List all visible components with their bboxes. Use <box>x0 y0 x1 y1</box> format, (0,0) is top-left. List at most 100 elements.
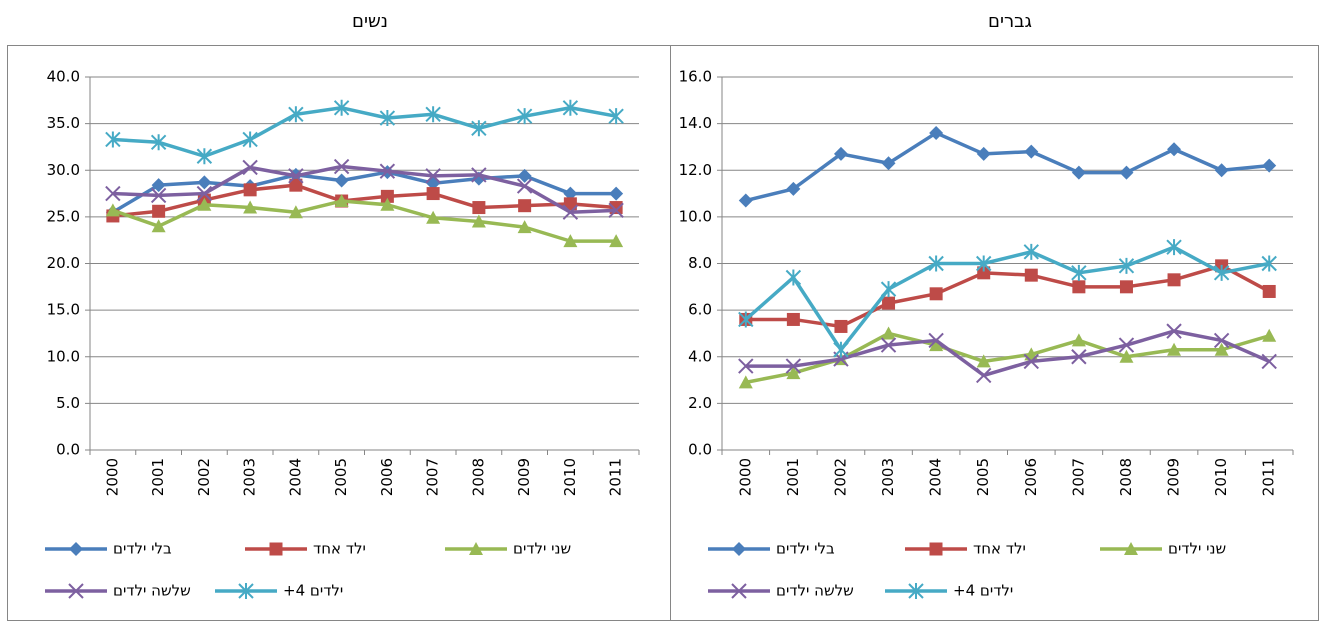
x-tick-label: 2000 <box>103 458 121 496</box>
marker <box>379 110 396 127</box>
marker <box>196 148 213 165</box>
marker <box>1261 353 1277 370</box>
series-line <box>112 183 617 218</box>
y-tick-label: 10.0 <box>47 347 80 365</box>
x-tick-label: 2009 <box>515 458 533 496</box>
x-tick-label: 2004 <box>927 458 945 496</box>
marker <box>334 194 349 208</box>
marker <box>288 205 303 219</box>
marker <box>929 338 944 352</box>
series-line <box>745 331 1270 385</box>
marker <box>289 178 303 192</box>
marker <box>833 341 849 358</box>
marker <box>1262 158 1277 173</box>
marker <box>517 220 532 234</box>
marker <box>197 175 212 190</box>
marker <box>1167 342 1182 356</box>
marker <box>516 108 533 125</box>
x-tick-label: 2007 <box>424 458 442 496</box>
legend-marker <box>68 583 84 599</box>
marker <box>334 173 349 188</box>
legend-marker <box>469 542 483 555</box>
marker <box>928 255 944 272</box>
marker <box>976 146 991 161</box>
marker <box>881 156 896 171</box>
series-line <box>112 199 617 243</box>
marker <box>1024 268 1038 282</box>
x-tick-label: 2001 <box>784 458 802 496</box>
marker <box>738 358 754 374</box>
x-tick-label: 2005 <box>332 458 350 496</box>
y-tick-label: 8.0 <box>688 254 712 272</box>
marker <box>882 296 896 310</box>
x-tick-label: 2010 <box>1212 458 1230 496</box>
marker <box>609 234 624 248</box>
marker <box>1262 284 1276 298</box>
marker <box>1213 332 1230 349</box>
x-tick-label: 2007 <box>1069 458 1087 496</box>
marker <box>929 287 943 301</box>
marker <box>1119 349 1134 363</box>
marker <box>976 367 992 384</box>
y-tick-label: 0.0 <box>688 441 712 459</box>
marker <box>608 108 624 125</box>
marker <box>243 200 258 214</box>
x-tick-label: 2003 <box>241 458 259 496</box>
marker <box>243 183 257 197</box>
marker <box>786 181 801 196</box>
marker <box>1118 337 1135 353</box>
marker <box>380 189 394 203</box>
marker <box>786 366 801 380</box>
marker <box>1071 349 1087 365</box>
y-tick-label: 10.0 <box>679 207 712 225</box>
marker <box>380 197 395 211</box>
marker <box>518 199 532 213</box>
marker <box>1023 243 1039 260</box>
y-tick-label: 35.0 <box>47 114 80 132</box>
marker <box>1072 280 1086 294</box>
series-line <box>744 245 1270 352</box>
marker <box>928 332 944 349</box>
marker <box>425 106 441 123</box>
x-tick-label: 2008 <box>1117 458 1135 496</box>
legend-marker <box>908 583 924 599</box>
marker <box>609 186 624 201</box>
marker <box>333 99 350 116</box>
marker <box>472 201 486 215</box>
legend-marker <box>731 583 747 599</box>
panel-border <box>670 45 1319 621</box>
marker <box>563 186 578 201</box>
x-tick-label: 2011 <box>607 458 625 496</box>
marker <box>1119 280 1133 294</box>
marker <box>880 337 897 353</box>
chart-title: נשים <box>352 11 388 32</box>
marker <box>976 354 991 368</box>
y-tick-label: 15.0 <box>47 301 80 319</box>
marker <box>563 197 577 211</box>
y-tick-label: 30.0 <box>47 161 80 179</box>
y-tick-label: 5.0 <box>56 394 80 412</box>
marker <box>425 168 441 184</box>
legend-label: שלשה ילדים <box>113 582 191 600</box>
marker <box>150 187 167 204</box>
legend-label: בלי ילדים <box>113 540 172 558</box>
series-line <box>111 170 617 214</box>
x-tick-label: 2003 <box>879 458 897 496</box>
marker <box>880 281 897 298</box>
marker <box>1118 257 1135 274</box>
y-tick-label: 14.0 <box>679 114 712 132</box>
marker <box>1166 323 1182 339</box>
y-tick-label: 2.0 <box>688 394 712 412</box>
legend-label: ילד אחד <box>313 540 366 558</box>
series-line <box>112 106 617 159</box>
marker <box>150 134 167 151</box>
marker <box>152 204 166 218</box>
marker <box>242 159 258 176</box>
x-tick-label: 2011 <box>1260 458 1278 496</box>
marker <box>471 167 487 183</box>
x-tick-label: 2002 <box>831 458 849 496</box>
marker <box>1167 273 1181 287</box>
marker <box>151 219 166 233</box>
x-tick-label: 2010 <box>561 458 579 496</box>
marker <box>929 125 944 140</box>
